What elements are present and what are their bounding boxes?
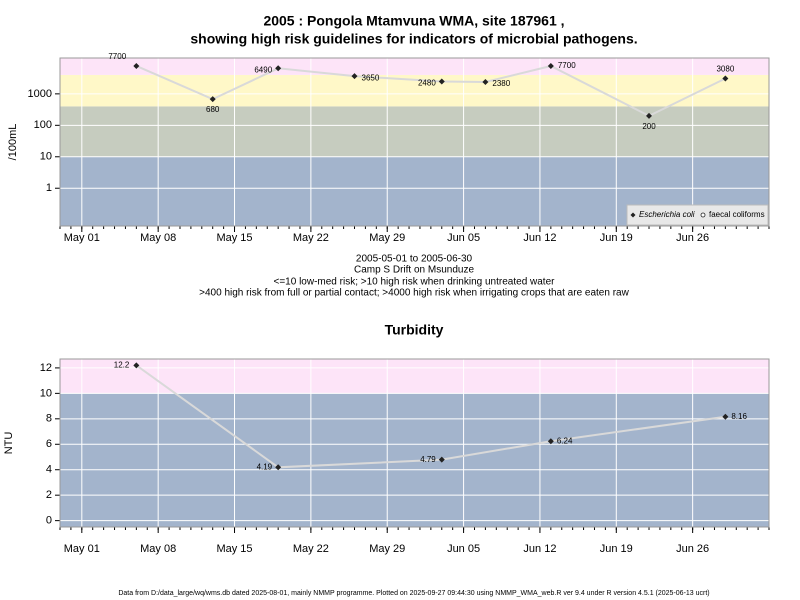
data-point xyxy=(438,78,445,85)
x-tick-label: Jun 12 xyxy=(523,232,556,244)
legend-marker xyxy=(700,212,706,218)
data-point xyxy=(722,413,729,420)
x-tick-label: Jun 19 xyxy=(600,543,633,555)
x-tick-label: May 22 xyxy=(293,232,329,244)
data-point xyxy=(275,65,282,72)
x-tick-label: Jun 12 xyxy=(523,543,556,555)
y-tick-label: 1000 xyxy=(28,88,52,100)
data-label: 4.79 xyxy=(420,455,436,464)
data-label: 8.16 xyxy=(731,412,747,421)
data-point xyxy=(133,362,140,369)
data-label: 3650 xyxy=(362,73,380,82)
plot-frame xyxy=(59,57,770,227)
subtitle: >400 high risk from full or partial cont… xyxy=(199,288,629,299)
y-tick-label: 8 xyxy=(46,413,52,425)
data-label: 7700 xyxy=(558,61,576,70)
data-point xyxy=(547,438,554,445)
data-label: 6.24 xyxy=(557,436,573,445)
x-tick-label: Jun 05 xyxy=(447,232,480,244)
data-label: 6490 xyxy=(254,65,272,74)
y-axis-label: NTU xyxy=(3,432,15,455)
data-label: 3080 xyxy=(716,65,734,74)
x-tick-label: May 08 xyxy=(140,543,176,555)
y-tick-label: 0 xyxy=(46,515,52,527)
plot-frame xyxy=(59,358,770,528)
x-tick-label: May 29 xyxy=(369,543,405,555)
y-tick-label: 4 xyxy=(46,464,52,476)
data-point xyxy=(438,456,445,463)
data-point xyxy=(275,464,282,471)
y-tick-label: 1 xyxy=(46,182,52,194)
data-point xyxy=(351,73,358,80)
data-point xyxy=(482,79,489,86)
subtitle: <=10 low-med risk; >10 high risk when dr… xyxy=(274,277,556,288)
legend-box xyxy=(626,204,769,226)
data-label: 2380 xyxy=(492,79,510,88)
x-tick-label: Jun 19 xyxy=(600,232,633,244)
legend-marker xyxy=(630,212,636,218)
chart-title: showing high risk guidelines for indicat… xyxy=(190,31,637,47)
x-tick-label: May 08 xyxy=(140,232,176,244)
data-label: 680 xyxy=(206,105,220,114)
x-tick-label: May 15 xyxy=(216,543,252,555)
data-label: 200 xyxy=(642,122,656,131)
risk-band xyxy=(60,106,769,157)
data-label: 7700 xyxy=(108,52,126,61)
y-tick-label: 10 xyxy=(40,387,52,399)
x-tick-label: May 29 xyxy=(369,232,405,244)
x-tick-label: May 01 xyxy=(64,543,100,555)
data-point xyxy=(209,96,216,103)
chart-title: 2005 : Pongola Mtamvuna WMA, site 187961… xyxy=(263,13,564,29)
x-tick-label: Jun 05 xyxy=(447,543,480,555)
y-tick-label: 6 xyxy=(46,438,52,450)
data-label: 12.2 xyxy=(114,360,130,369)
y-tick-label: 12 xyxy=(40,362,52,374)
y-tick-label: 10 xyxy=(40,151,52,163)
x-tick-label: May 22 xyxy=(293,543,329,555)
x-tick-label: May 15 xyxy=(216,232,252,244)
legend-label: faecal coliforms xyxy=(709,210,765,219)
y-tick-label: 2 xyxy=(46,489,52,501)
legend-label: Escherichia coli xyxy=(639,210,695,219)
data-point xyxy=(133,62,140,69)
x-tick-label: Jun 26 xyxy=(676,543,709,555)
data-point xyxy=(547,62,554,69)
data-label: 2480 xyxy=(418,79,436,88)
footer: Data from D:/data_large/wq/wms.db dated … xyxy=(118,590,709,597)
x-tick-label: May 01 xyxy=(64,232,100,244)
data-point xyxy=(646,112,653,119)
chart-title: Turbidity xyxy=(385,322,444,338)
risk-band xyxy=(60,58,769,75)
subtitle: 2005-05-01 to 2005-06-30 xyxy=(356,254,473,265)
data-label: 4.19 xyxy=(257,462,273,471)
risk-band xyxy=(60,359,769,394)
data-point xyxy=(722,75,729,82)
y-axis-label: /100mL xyxy=(7,124,19,161)
y-tick-label: 100 xyxy=(34,119,52,131)
subtitle: Camp S Drift on Msunduze xyxy=(354,265,474,276)
x-tick-label: Jun 26 xyxy=(676,232,709,244)
